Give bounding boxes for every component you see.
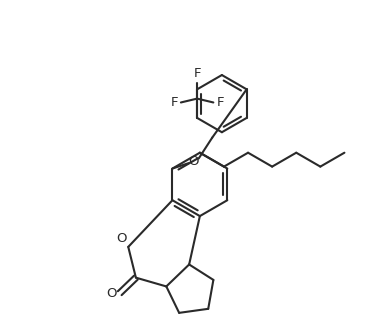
Text: O: O <box>107 287 117 300</box>
Text: F: F <box>193 67 201 80</box>
Text: O: O <box>116 232 126 245</box>
Text: O: O <box>189 155 199 168</box>
Text: F: F <box>216 96 224 109</box>
Text: F: F <box>170 96 178 109</box>
